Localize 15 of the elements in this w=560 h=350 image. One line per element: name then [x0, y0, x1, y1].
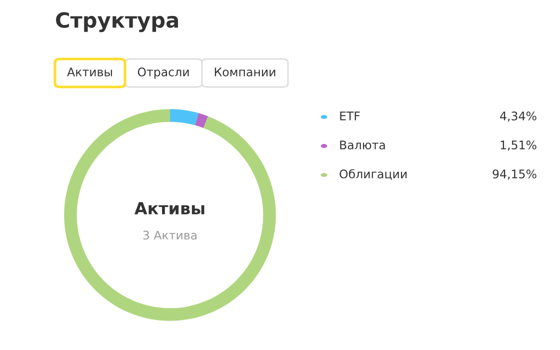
- donut-slice: [170, 109, 199, 126]
- chart-title: Структура: [56, 12, 178, 32]
- donut-slice: [64, 109, 276, 321]
- legend-label: Валюта: [340, 140, 385, 150]
- data-label: 4,34%: [500, 111, 536, 122]
- text: Отрасли: [138, 67, 189, 79]
- data-label: 1,51%: [500, 140, 536, 151]
- text: Активы: [134, 202, 204, 214]
- legend-label: ETF: [340, 112, 360, 120]
- data-label: 94,15%: [492, 169, 536, 180]
- donut-slice: [195, 113, 208, 128]
- text: Активы: [67, 68, 112, 76]
- legend-label: Облигации: [340, 169, 407, 180]
- text: Компании: [214, 68, 276, 76]
- text: 3 Актива: [143, 230, 197, 240]
